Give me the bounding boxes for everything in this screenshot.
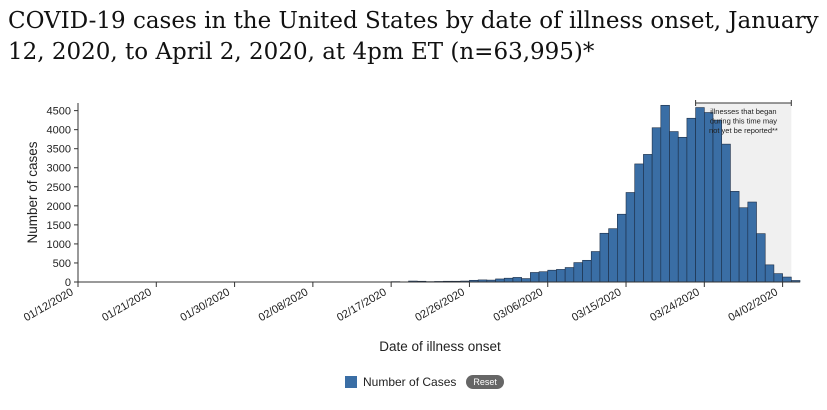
x-tick-label: 01/12/2020 <box>22 286 76 324</box>
bar <box>530 272 540 283</box>
annotation-line: not yet be reported** <box>709 126 778 135</box>
bar <box>747 201 757 283</box>
bar <box>617 213 627 283</box>
bar <box>686 117 696 283</box>
bar <box>773 273 783 283</box>
y-tick-label: 3000 <box>47 163 71 175</box>
bar <box>503 277 514 283</box>
x-tick-label: 03/15/2020 <box>570 286 624 324</box>
bar <box>660 104 670 283</box>
bar <box>512 277 522 283</box>
bar <box>651 127 662 283</box>
annotation-line: illnesses that began <box>710 107 776 116</box>
bar <box>590 251 601 283</box>
y-tick-label: 2000 <box>47 201 71 213</box>
y-tick-label: 0 <box>65 277 71 289</box>
bar <box>564 267 575 283</box>
x-tick-label: 02/26/2020 <box>413 286 467 324</box>
legend: Number of Cases Reset <box>345 374 504 390</box>
y-tick-label: 1000 <box>47 239 71 251</box>
bar <box>704 112 714 283</box>
y-tick-label: 3500 <box>47 144 71 156</box>
legend-label: Number of Cases <box>363 375 457 389</box>
bar <box>756 233 766 283</box>
bar <box>738 207 749 283</box>
bar <box>782 276 792 283</box>
x-tick-label: 03/06/2020 <box>492 286 546 324</box>
bar <box>573 262 583 283</box>
x-tick-label: 02/17/2020 <box>335 286 389 324</box>
bar <box>521 278 531 283</box>
bar <box>547 269 557 283</box>
x-tick-label: 04/02/2020 <box>726 286 780 324</box>
annotation-line: during this time may <box>710 117 777 126</box>
bar <box>634 163 644 283</box>
x-tick-label: 03/24/2020 <box>648 286 702 324</box>
x-axis-label: Date of illness onset <box>379 339 501 354</box>
legend-swatch <box>345 376 357 388</box>
bar <box>538 271 549 283</box>
bar <box>643 154 653 283</box>
bar <box>695 107 705 283</box>
bar <box>608 228 618 283</box>
bar <box>625 192 636 283</box>
bar <box>556 269 566 283</box>
y-tick-label: 500 <box>53 258 71 270</box>
y-axis-label: Number of cases <box>25 141 40 243</box>
x-tick-label: 01/30/2020 <box>178 286 232 324</box>
bar <box>677 136 688 283</box>
bar <box>669 131 679 283</box>
x-tick-label: 01/21/2020 <box>100 286 154 324</box>
x-tick-label: 02/08/2020 <box>257 286 311 324</box>
reset-button[interactable]: Reset <box>466 375 504 389</box>
y-tick-label: 2500 <box>47 182 71 194</box>
y-tick-label: 1500 <box>47 220 71 232</box>
bar <box>599 232 609 283</box>
bar <box>764 264 775 283</box>
y-tick-label: 4500 <box>47 106 71 118</box>
bar <box>712 119 723 283</box>
bar <box>721 143 731 283</box>
y-tick-label: 4000 <box>47 125 71 137</box>
bar <box>582 259 592 283</box>
bar <box>730 191 740 283</box>
page-title: COVID-19 cases in the United States by d… <box>8 8 819 65</box>
